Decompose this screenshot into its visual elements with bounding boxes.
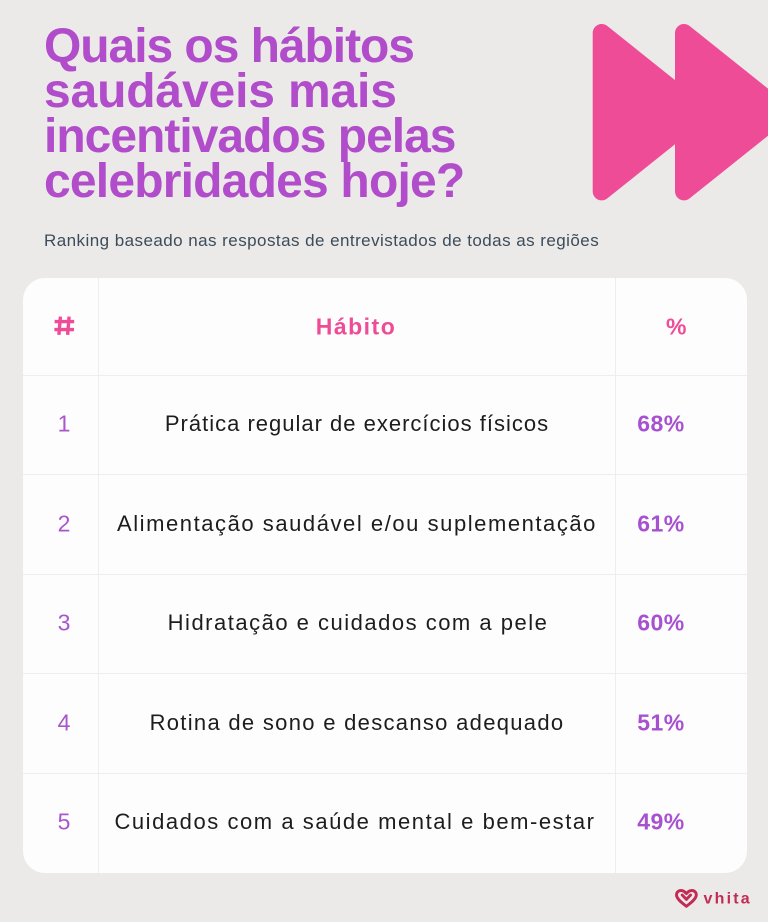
svg-text:vhita: vhita <box>704 890 752 907</box>
